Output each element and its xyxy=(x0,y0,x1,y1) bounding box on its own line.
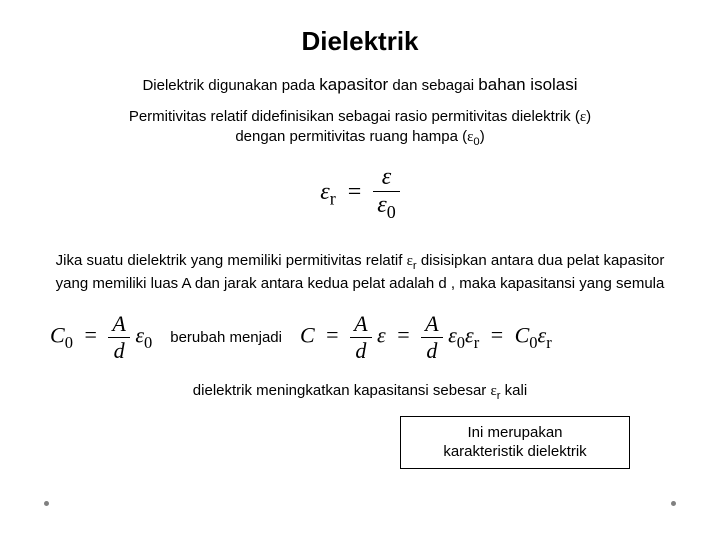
f3-d2: d xyxy=(421,337,442,364)
definition-para: Permitivitas relatif didefinisikan sebag… xyxy=(40,107,680,150)
intro-p1: Dielektrik digunakan pada xyxy=(142,77,319,94)
f2-C: C xyxy=(50,322,65,347)
f1-num: ε xyxy=(373,164,399,191)
def-l1b: ) xyxy=(586,108,591,125)
f3-subr: r xyxy=(474,333,480,352)
f3-frac1: A d xyxy=(350,311,371,364)
p3-t2: kali xyxy=(501,382,528,399)
f3-eps0: ε xyxy=(448,322,457,347)
f2-A: A xyxy=(108,311,129,337)
p3-t1: dielektrik meningkatkan kapasitansi sebe… xyxy=(193,382,491,399)
f1-lhs-eps: ε xyxy=(320,179,329,205)
f2-d: d xyxy=(108,337,129,364)
f3-A1: A xyxy=(350,311,371,337)
f3-epsr2: ε xyxy=(538,322,547,347)
f3-eq2: = xyxy=(391,322,415,347)
box-l1: Ini merupakan xyxy=(467,424,562,441)
mid-text: berubah menjadi xyxy=(170,329,282,346)
f1-den-sub: 0 xyxy=(387,202,396,222)
f3-d1: d xyxy=(350,337,371,364)
f3-epsr: ε xyxy=(465,322,474,347)
f3-frac2: A d xyxy=(421,311,442,364)
intro-kapasitor: kapasitor xyxy=(319,75,388,94)
f3-eq1: = xyxy=(320,322,344,347)
intro-bahan: bahan isolasi xyxy=(478,75,577,94)
decorative-dot-left xyxy=(44,501,49,506)
f1-eq: = xyxy=(342,179,368,205)
f3-C: C xyxy=(300,322,315,347)
f3-C0sub: 0 xyxy=(529,333,537,352)
formula-c: C = A d ε = A d ε0εr = C0εr xyxy=(300,311,552,364)
f2-epssub: 0 xyxy=(144,333,152,352)
f1-den: ε0 xyxy=(373,191,399,223)
decorative-dot-right xyxy=(671,501,676,506)
f3-C0: C xyxy=(515,322,530,347)
f2-sub0: 0 xyxy=(65,333,73,352)
intro-line: Dielektrik digunakan pada kapasitor dan … xyxy=(40,75,680,95)
intro-p2: dan sebagai xyxy=(388,77,478,94)
f3-sub0: 0 xyxy=(457,333,465,352)
formula-relative-permittivity: εr = ε ε0 xyxy=(40,164,680,223)
formula-row: C0 = A d ε0 berubah menjadi C = A d ε = … xyxy=(40,311,680,364)
formula-c0: C0 = A d ε0 xyxy=(50,311,152,364)
f2-eq: = xyxy=(78,322,102,347)
p2-t1: Jika suatu dielektrik yang memiliki perm… xyxy=(56,252,407,269)
def-l2a: dengan permitivitas ruang hampa ( xyxy=(235,128,467,145)
def-l1: Permitivitas relatif didefinisikan sebag… xyxy=(129,108,580,125)
f3-eps: ε xyxy=(377,322,386,347)
f3-A2: A xyxy=(421,311,442,337)
box-l2: karakteristik dielektrik xyxy=(443,443,586,460)
f1-lhs-sub: r xyxy=(330,189,336,209)
conclusion-para: dielektrik meningkatkan kapasitansi sebe… xyxy=(40,382,680,402)
page-title: Dielektrik xyxy=(40,26,680,57)
characteristic-box: Ini merupakan karakteristik dielektrik xyxy=(400,416,630,469)
f3-subr2: r xyxy=(546,333,552,352)
f2-frac: A d xyxy=(108,311,129,364)
f1-den-eps: ε xyxy=(377,192,386,218)
f1-fraction: ε ε0 xyxy=(373,164,399,223)
explanation-para: Jika suatu dielektrik yang memiliki perm… xyxy=(40,251,680,294)
f3-eq3: = xyxy=(485,322,509,347)
def-l2b: ) xyxy=(480,128,485,145)
f2-eps: ε xyxy=(135,322,144,347)
